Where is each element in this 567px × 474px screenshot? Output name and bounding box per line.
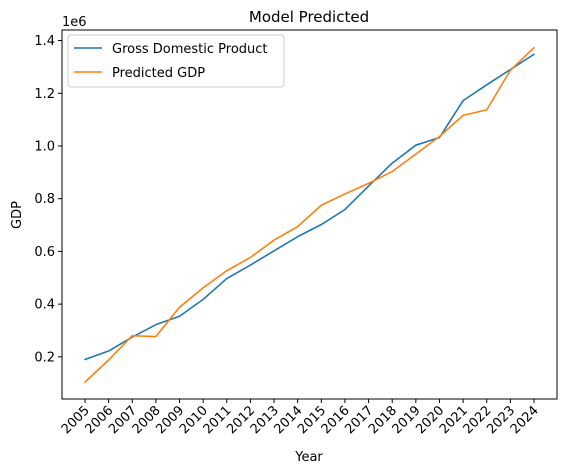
legend-label-gdp: Gross Domestic Product xyxy=(112,42,268,57)
y-tick-label: 0.6 xyxy=(34,245,55,260)
series-line-gdp xyxy=(84,53,535,361)
chart-title: Model Predicted xyxy=(249,8,369,26)
series-lines xyxy=(84,46,535,383)
y-tick-label: 1.0 xyxy=(34,139,55,154)
x-axis: 2005200620072008200920102011201220132014… xyxy=(59,399,542,437)
legend-label-predicted: Predicted GDP xyxy=(112,66,205,81)
y-tick-label: 0.4 xyxy=(34,298,55,313)
x-axis-label: Year xyxy=(294,450,323,465)
legend-box xyxy=(67,34,285,88)
y-tick-label: 0.8 xyxy=(34,192,55,207)
y-axis-offset-label: 1e6 xyxy=(62,15,87,30)
y-axis-label: GDP xyxy=(10,201,25,229)
x-tick-label: 2024 xyxy=(508,403,542,437)
y-tick-label: 0.2 xyxy=(34,350,55,365)
plot-frame xyxy=(61,29,558,400)
y-tick-label: 1.2 xyxy=(34,87,55,102)
y-tick-label: 1.4 xyxy=(34,34,55,49)
y-axis: 0.2 0.4 0.6 0.8 1.0 1.2 1.4 xyxy=(34,34,62,365)
series-line-predicted xyxy=(84,46,535,383)
legend: Gross Domestic Product Predicted GDP xyxy=(67,34,285,88)
